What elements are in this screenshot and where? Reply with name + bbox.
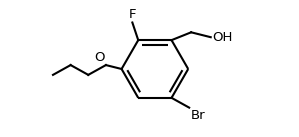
Text: O: O: [94, 51, 105, 64]
Text: OH: OH: [213, 31, 233, 44]
Text: Br: Br: [191, 109, 206, 122]
Text: F: F: [129, 8, 136, 21]
